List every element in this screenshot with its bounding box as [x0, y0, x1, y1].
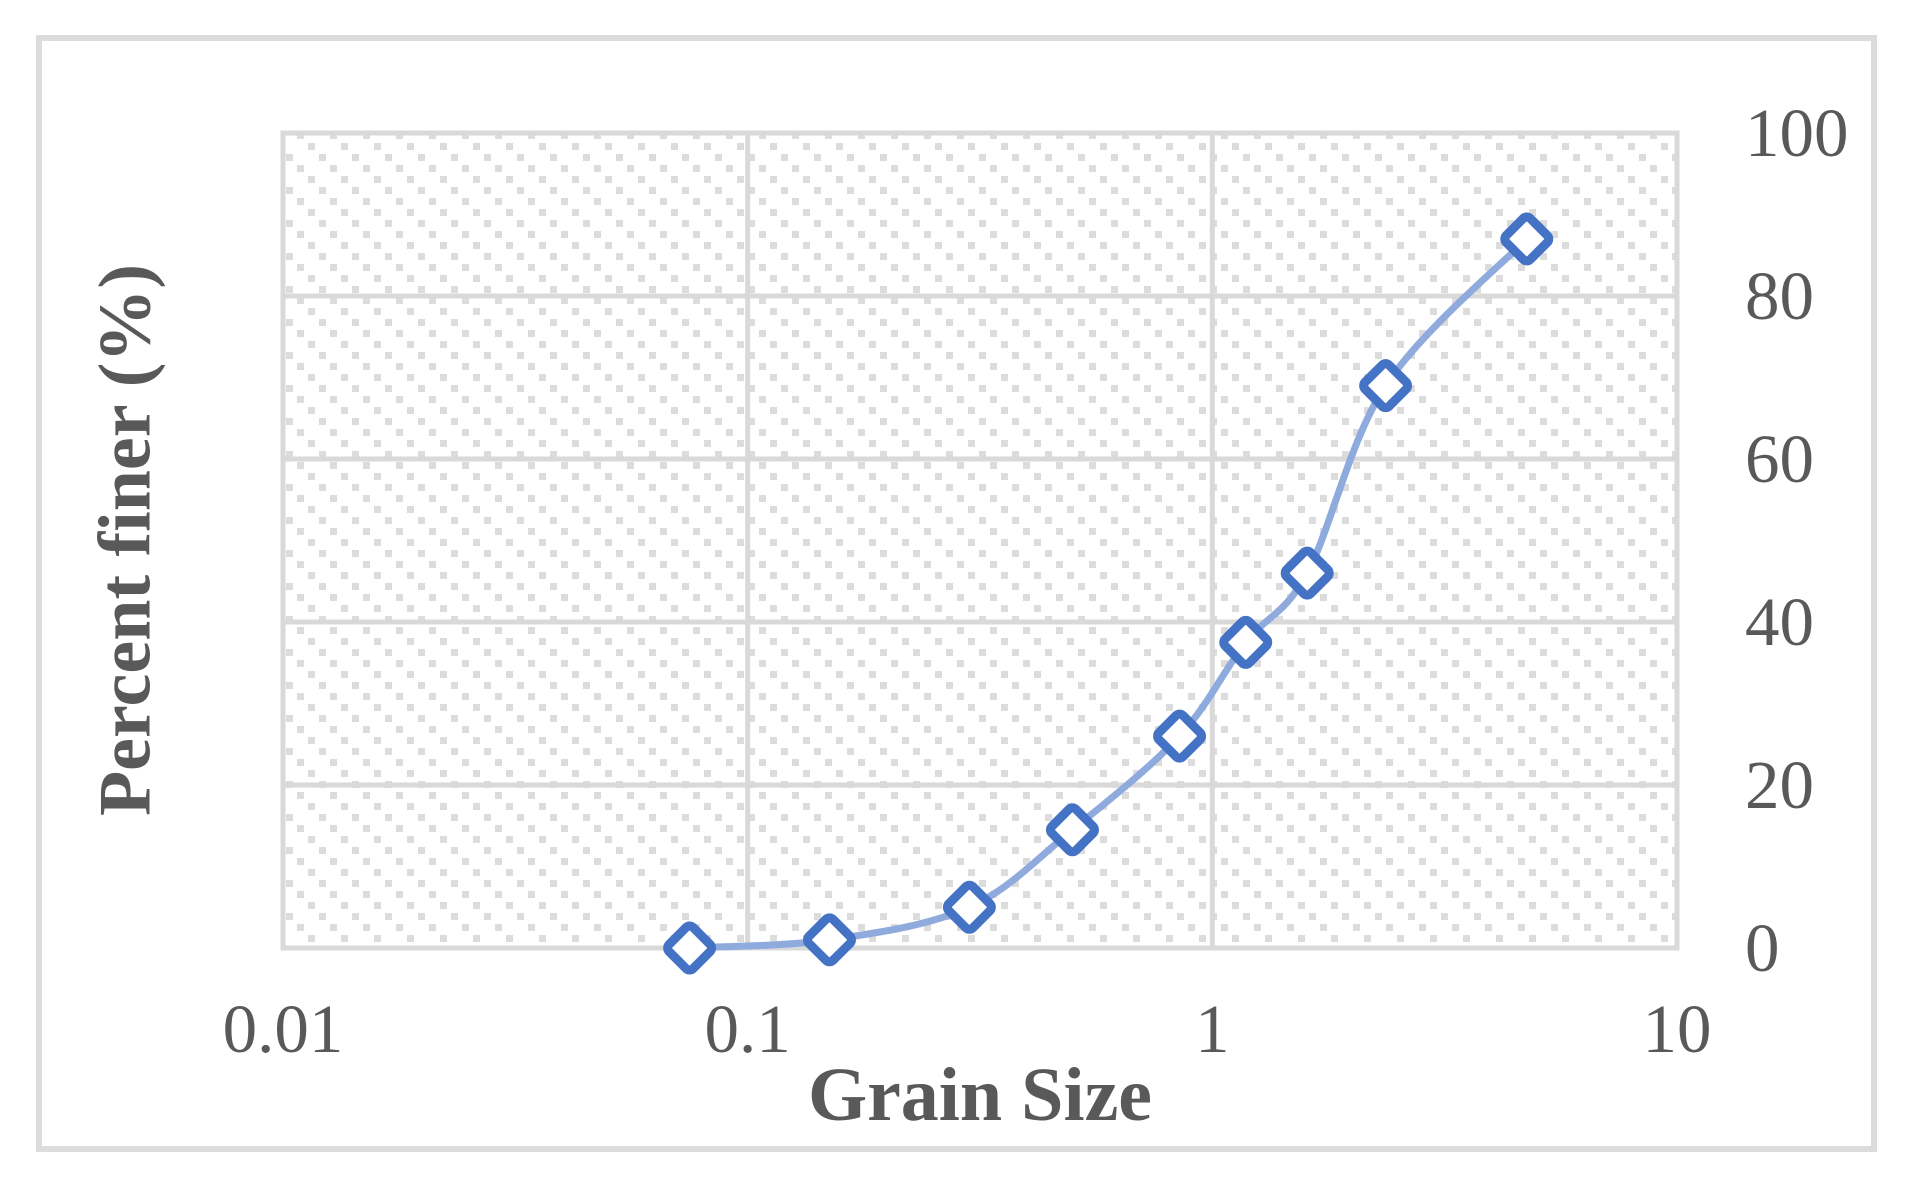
y-tick-label: 20	[1745, 747, 1814, 823]
gridlines	[280, 130, 1680, 951]
x-tick-label: 1	[1195, 991, 1230, 1067]
plot-area	[283, 133, 1677, 948]
series-percent-finer	[663, 212, 1554, 975]
data-point-marker	[803, 913, 856, 967]
y-tick-label: 80	[1745, 258, 1814, 334]
y-tick-label: 40	[1745, 584, 1814, 660]
y-tick-label: 60	[1745, 421, 1814, 497]
data-point-marker	[1500, 212, 1554, 266]
data-point-marker	[1359, 359, 1413, 413]
data-point-marker	[942, 880, 996, 934]
data-point-marker	[1153, 709, 1207, 763]
x-tick-label: 0.1	[704, 991, 791, 1067]
y-tick-label: 0	[1745, 910, 1780, 986]
y-tick-label: 100	[1745, 95, 1849, 171]
x-axis-title: Grain Size	[807, 1053, 1153, 1137]
plot-area-hatch-fill	[283, 133, 1677, 948]
data-point-marker	[1045, 803, 1099, 857]
data-point-marker	[1280, 546, 1334, 600]
x-tick-label: 0.01	[222, 991, 344, 1067]
x-tick-label: 10	[1642, 991, 1712, 1067]
data-point-marker	[663, 921, 717, 975]
data-point-marker	[1219, 615, 1273, 669]
y-axis-title: Percent finer (%)	[84, 263, 167, 817]
plot-area-border	[280, 130, 1680, 951]
